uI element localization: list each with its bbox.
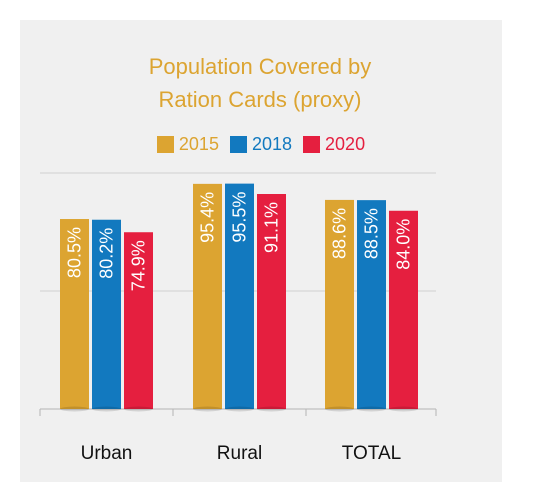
- data-label: 95.4%: [198, 192, 218, 243]
- chart-panel: Population Covered by Ration Cards (prox…: [20, 20, 502, 482]
- bar-shadow: [60, 406, 89, 412]
- bar-total-2015: [325, 199, 354, 409]
- bar-urban-2020: [124, 232, 153, 409]
- chart-title-line-1: Population Covered by: [148, 54, 372, 79]
- bar-shadow: [357, 406, 386, 412]
- data-label: 84.0%: [394, 219, 414, 270]
- data-label: 80.5%: [65, 227, 85, 278]
- data-label: 80.2%: [97, 228, 117, 279]
- bar-total-2018: [357, 200, 386, 409]
- bar-shadow: [124, 406, 153, 412]
- bar-total-2020: [389, 210, 418, 409]
- bar-rural-2018: [225, 183, 254, 409]
- legend-item-2015: 2015: [156, 132, 219, 156]
- data-label: 95.5%: [230, 192, 250, 243]
- legend-swatch-2020: [303, 136, 321, 153]
- bar-rural-2015: [193, 183, 222, 409]
- chart-title-line-2: Ration Cards (proxy): [158, 87, 362, 112]
- legend-label-2020: 2020: [325, 134, 366, 154]
- legend-swatch-2015: [156, 136, 174, 153]
- legend-item-2018: 2018: [229, 132, 293, 156]
- bar-shadow: [325, 406, 354, 412]
- bar-shadow: [257, 406, 286, 412]
- data-label: 74.9%: [129, 240, 149, 291]
- bar-rural-2020: [257, 194, 286, 409]
- data-label: 88.5%: [362, 208, 382, 259]
- data-label: 88.6%: [330, 208, 350, 259]
- bar-urban-2015: [60, 219, 89, 409]
- bar-shadow: [92, 406, 121, 412]
- bar-chart: 80.5% 80.2% 74.9% 95.4% 95.5% 91.1% 88.6% 88.5%…: [39, 172, 437, 464]
- legend-label-2015: 2015: [178, 134, 219, 154]
- x-tick-label: Urban: [81, 443, 133, 464]
- data-label: 91.1%: [262, 202, 282, 253]
- bar-shadow: [225, 406, 254, 412]
- bar-shadow: [193, 406, 222, 412]
- chart-title: Population Covered by Ration Cards (prox…: [60, 50, 460, 116]
- bar-urban-2018: [92, 219, 121, 409]
- legend-item-2020: 2020: [303, 132, 365, 156]
- bar-shadow: [389, 406, 418, 412]
- legend-label-2018: 2018: [251, 134, 293, 154]
- x-tick-label: TOTAL: [342, 443, 401, 464]
- chart-legend: 2015 2018 2020: [20, 132, 502, 156]
- legend-swatch-2018: [229, 136, 247, 153]
- x-tick-label: Rural: [217, 443, 262, 464]
